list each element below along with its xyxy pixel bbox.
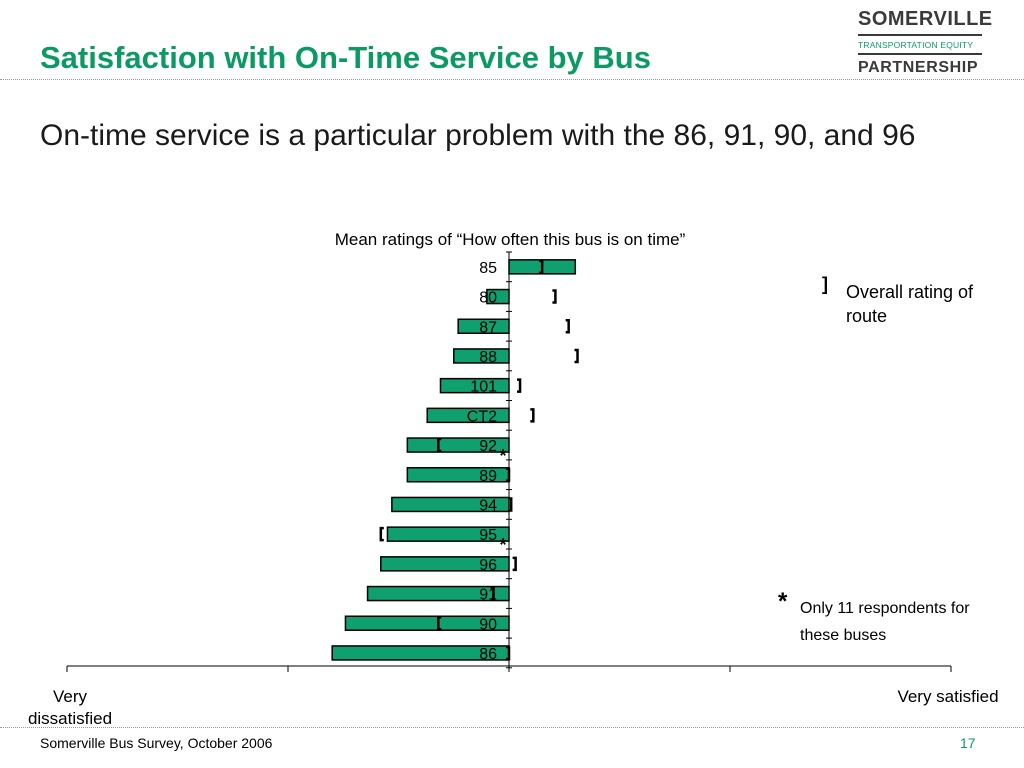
overall-rating-marker: [517, 378, 522, 393]
category-label: 80: [479, 290, 497, 307]
overall-rating-marker: [574, 348, 579, 364]
bar-CT2: [426, 407, 510, 424]
category-label: 101: [470, 379, 497, 396]
bar-91: [366, 585, 510, 602]
bar-88: [453, 348, 510, 364]
bar-92: [406, 437, 510, 453]
overall-rating-marker: [539, 259, 544, 275]
bar-101: [439, 377, 510, 394]
chart-title: Mean ratings of “How often this bus is o…: [334, 230, 686, 249]
slide-title: Satisfaction with On-Time Service by Bus: [40, 40, 651, 75]
x-min-label: Very dissatisfied: [27, 687, 113, 728]
overall-rating-marker: [508, 497, 513, 512]
page-number: 17: [960, 735, 976, 751]
slide-subtitle: On-time service is a particular problem …: [40, 119, 916, 152]
bracket-icon: ]: [822, 274, 828, 294]
legend-overall-label: Overall rating of route: [846, 282, 974, 326]
bar-95: [386, 526, 510, 542]
category-label: 85: [479, 260, 497, 277]
logo-rule: [858, 34, 982, 36]
footer-source: Somerville Bus Survey, October 2006: [40, 735, 273, 751]
x-max-label: Very satisfied: [897, 687, 999, 706]
category-label: 94: [479, 497, 497, 514]
legend-low-sample-label: Only 11 respondents for these buses: [800, 600, 970, 644]
asterisk-marker: *: [499, 535, 506, 555]
overall-rating-marker: [512, 556, 517, 572]
category-label: 95: [479, 527, 497, 544]
category-label: 92: [479, 438, 497, 455]
overall-rating-marker: [530, 408, 535, 423]
bar-96: [380, 556, 510, 572]
category-label: 96: [479, 557, 497, 574]
logo-rule: [858, 53, 982, 55]
bar-90: [344, 615, 510, 631]
asterisk-icon: *: [778, 588, 788, 615]
category-label: 88: [479, 349, 497, 366]
overall-rating-marker: [490, 586, 495, 601]
category-label: 86: [479, 646, 497, 663]
footer-divider: [0, 727, 1024, 728]
title-divider: [0, 79, 1024, 80]
overall-rating-marker: [506, 645, 511, 661]
logo-line3: PARTNERSHIP: [858, 59, 979, 76]
somerville-logo: SOMERVILLE TRANSPORTATION EQUITY PARTNER…: [858, 8, 993, 77]
category-label: 89: [479, 468, 497, 485]
bar-87: [457, 318, 510, 334]
category-label: 87: [479, 319, 497, 336]
category-label: 90: [479, 616, 497, 633]
bar-94: [391, 496, 510, 513]
overall-rating-marker: [437, 437, 442, 453]
asterisk-marker: *: [499, 446, 506, 466]
overall-rating-marker: [379, 526, 384, 542]
bar-80: [486, 288, 510, 305]
overall-rating-marker: [437, 616, 442, 631]
overall-rating-marker: [552, 289, 557, 304]
logo-line2: TRANSPORTATION EQUITY: [858, 40, 974, 50]
category-label: CT2: [467, 408, 497, 425]
logo-line1: SOMERVILLE: [858, 8, 993, 30]
overall-rating-marker: [565, 319, 570, 334]
overall-rating-marker: [506, 467, 511, 482]
